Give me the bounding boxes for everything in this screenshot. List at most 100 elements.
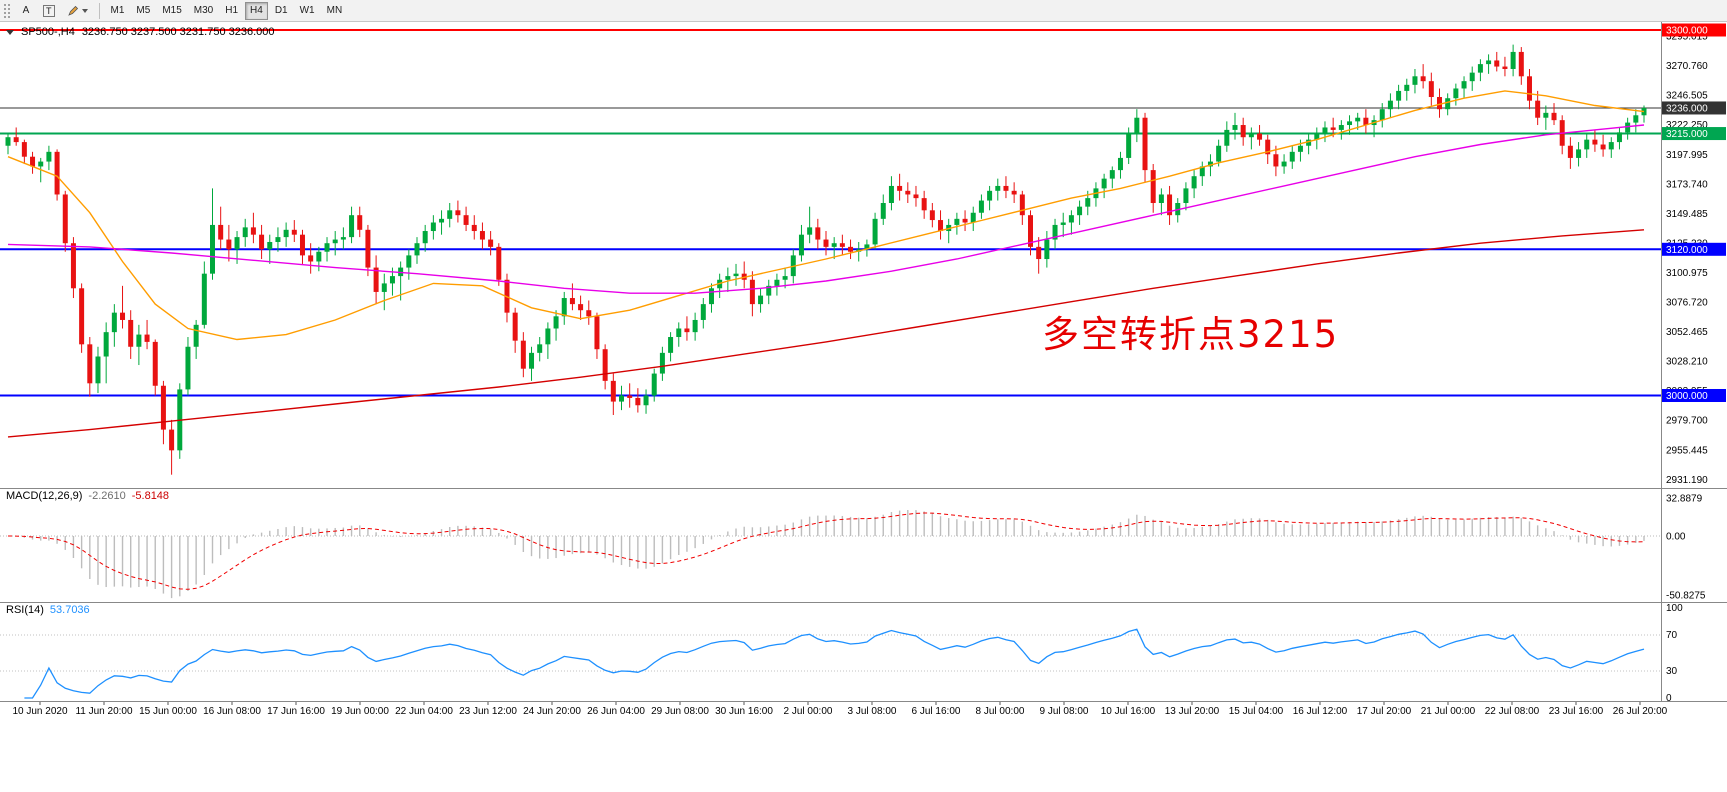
- time-tick-label: 10 Jun 2020: [12, 706, 67, 717]
- candle: [839, 234, 845, 256]
- candle: [1486, 54, 1492, 74]
- macd-tick: 32.8879: [1666, 493, 1703, 504]
- candle: [455, 200, 461, 223]
- candle: [766, 279, 772, 305]
- timeframe-m15-button[interactable]: M15: [157, 2, 186, 20]
- candle: [635, 388, 641, 413]
- candle: [1347, 115, 1353, 135]
- candle: [1526, 68, 1532, 110]
- candle: [1142, 112, 1148, 183]
- candle: [1232, 112, 1238, 140]
- timeframe-m1-button[interactable]: M1: [106, 2, 130, 20]
- candle: [897, 173, 903, 201]
- candle: [717, 273, 723, 299]
- candle: [1616, 127, 1622, 150]
- candle: [1633, 109, 1639, 133]
- rsi-indicator-label: RSI(14) 53.7036: [6, 604, 90, 616]
- candle: [888, 176, 894, 211]
- candle: [1535, 90, 1541, 126]
- candle: [1216, 139, 1222, 167]
- candle: [864, 239, 870, 257]
- chart-canvas[interactable]: 3295.015 3270.760 3246.505 3222.250 3197.995…: [0, 22, 1727, 792]
- candle: [1330, 117, 1336, 138]
- toolbar-drag-handle[interactable]: [3, 2, 10, 19]
- candle: [1543, 105, 1549, 130]
- candle: [54, 149, 60, 201]
- candle: [447, 203, 453, 228]
- candle: [929, 203, 935, 228]
- macd-panel: 32.8879 0.00 -50.8275: [0, 493, 1706, 602]
- label-frame-icon: T: [43, 4, 55, 17]
- candle: [708, 283, 714, 313]
- chart-menu-icon[interactable]: [6, 29, 14, 35]
- price-label-3215.000: 3215.000: [1662, 127, 1726, 141]
- price-label-3000.000: 3000.000: [1662, 388, 1726, 402]
- candle: [1011, 182, 1017, 204]
- candle: [1117, 151, 1123, 179]
- macd-name: MACD(12,26,9): [6, 490, 83, 502]
- text-label-tool-button[interactable]: T: [38, 2, 60, 20]
- price-tick: 3295.015: [1666, 32, 1708, 43]
- timeframe-d1-button[interactable]: D1: [270, 2, 293, 20]
- timeframe-m5-button[interactable]: M5: [131, 2, 155, 20]
- timeframe-w1-button[interactable]: W1: [295, 2, 320, 20]
- candle: [1273, 145, 1279, 177]
- candle: [561, 291, 567, 325]
- candle: [87, 337, 93, 397]
- candle: [1240, 117, 1246, 146]
- candle: [545, 322, 551, 359]
- pencil-icon: [67, 5, 78, 16]
- time-tick-label: 23 Jun 12:00: [459, 706, 517, 717]
- candle: [1608, 137, 1614, 158]
- candle: [1592, 129, 1598, 152]
- candle: [1019, 190, 1025, 225]
- candle: [1641, 105, 1647, 123]
- candle: [357, 206, 363, 238]
- time-axis: 10 Jun 2020 11 Jun 20:00 15 Jun 00:00 16 Ju…: [12, 701, 1668, 717]
- timeframe-h4-button[interactable]: H4: [245, 1, 268, 20]
- time-tick-label: 11 Jun 20:00: [75, 706, 133, 717]
- chart-ohlc-values: 3236.750 3237.500 3231.750 3236.000: [81, 26, 275, 38]
- candle: [962, 210, 968, 232]
- candle: [1126, 127, 1132, 165]
- timeframe-h1-button[interactable]: H1: [220, 2, 243, 20]
- candle: [586, 300, 592, 325]
- rsi-name: RSI(14): [6, 604, 44, 616]
- candle: [1510, 44, 1516, 77]
- hlines-layer[interactable]: [0, 29, 1662, 397]
- candle: [1003, 176, 1009, 199]
- candle: [872, 212, 878, 250]
- candle: [365, 224, 371, 277]
- time-tick-label: 13 Jul 20:00: [1165, 706, 1220, 717]
- macd-histogram: [15, 509, 1645, 599]
- candle: [651, 368, 657, 402]
- svg-text:3120.000: 3120.000: [1666, 245, 1708, 256]
- candle: [144, 319, 150, 350]
- chart-title: SP500-,H4 3236.750 3237.500 3231.750 323…: [6, 26, 275, 38]
- candle: [250, 212, 256, 244]
- candle: [332, 231, 338, 256]
- text-tool-button[interactable]: A: [16, 2, 36, 20]
- candle: [1068, 210, 1074, 235]
- candle: [1453, 83, 1459, 106]
- chart-annotation-text[interactable]: 多空转折点3215: [1042, 313, 1340, 356]
- chart-window: 3295.015 3270.760 3246.505 3222.250 3197.995…: [0, 22, 1727, 792]
- price-tick: 2931.190: [1666, 475, 1708, 486]
- candle: [619, 385, 624, 411]
- candle: [283, 222, 289, 247]
- price-tick: 3246.505: [1666, 91, 1708, 102]
- timeframe-m30-button[interactable]: M30: [189, 2, 218, 20]
- price-tick: 3197.995: [1666, 150, 1708, 161]
- ma-fast-orange: [7, 90, 1645, 341]
- candle: [79, 283, 85, 353]
- drawing-color-tool-button[interactable]: [62, 2, 93, 20]
- candle: [1518, 47, 1524, 85]
- candle: [1077, 200, 1083, 225]
- price-tick: 2955.445: [1666, 445, 1708, 456]
- candle: [414, 237, 420, 264]
- time-tick-label: 6 Jul 16:00: [912, 706, 961, 717]
- macd-signal-line: [7, 512, 1645, 590]
- candle: [1420, 64, 1426, 89]
- candle: [349, 206, 355, 244]
- timeframe-mn-button[interactable]: MN: [322, 2, 348, 20]
